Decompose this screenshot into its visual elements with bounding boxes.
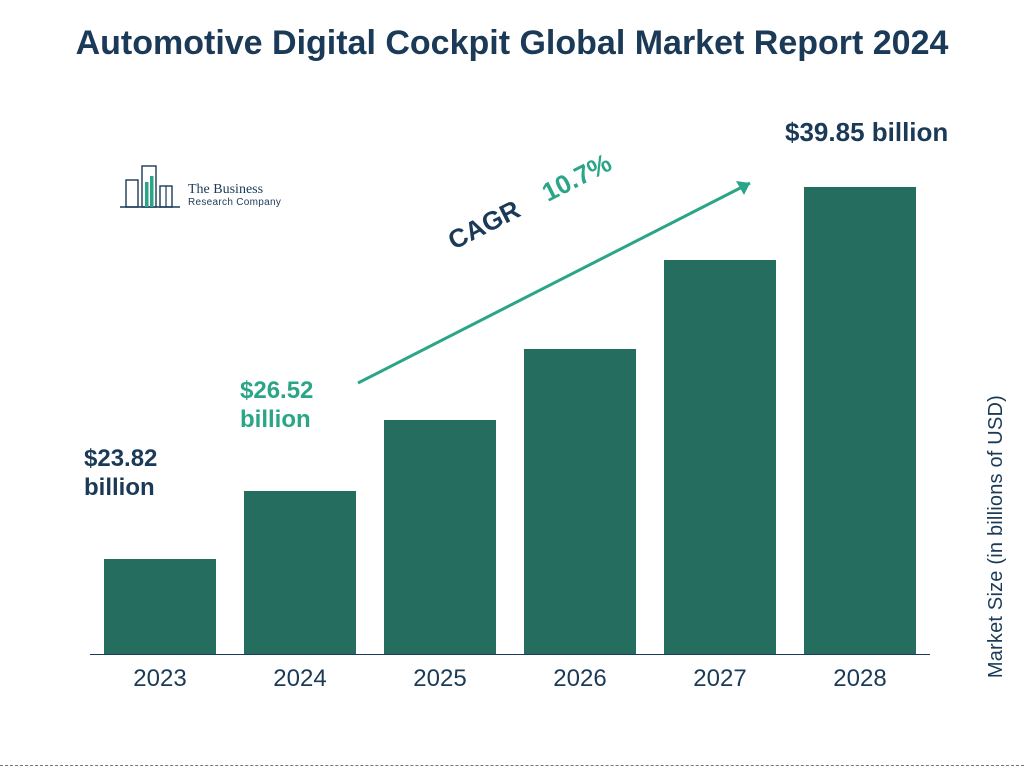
bar-rect <box>384 420 496 655</box>
bottom-dashed-line <box>0 765 1024 766</box>
y-axis-label: Market Size (in billions of USD) <box>985 395 1008 678</box>
chart-container: Automotive Digital Cockpit Global Market… <box>0 0 1024 768</box>
xlabel-2023: 2023 <box>100 665 220 693</box>
xlabel-2026: 2026 <box>520 665 640 693</box>
bar-rect <box>804 187 916 655</box>
xlabel-2027: 2027 <box>660 665 780 693</box>
x-axis-line <box>90 654 930 655</box>
bar-rect <box>244 491 356 655</box>
xlabel-2028: 2028 <box>800 665 920 693</box>
bar-2023: 2023 <box>100 155 220 655</box>
callout-2028: $39.85 billion <box>785 117 948 148</box>
xlabel-2025: 2025 <box>380 665 500 693</box>
xlabel-2024: 2024 <box>240 665 360 693</box>
chart-area: 2023 2024 2025 2026 2027 2028 <box>90 155 930 700</box>
chart-title: Automotive Digital Cockpit Global Market… <box>0 22 1024 65</box>
callout-2024: $26.52 billion <box>240 377 340 435</box>
bar-2028: 2028 <box>800 155 920 655</box>
bar-rect <box>104 559 216 655</box>
callout-2023: $23.82 billion <box>84 445 194 503</box>
